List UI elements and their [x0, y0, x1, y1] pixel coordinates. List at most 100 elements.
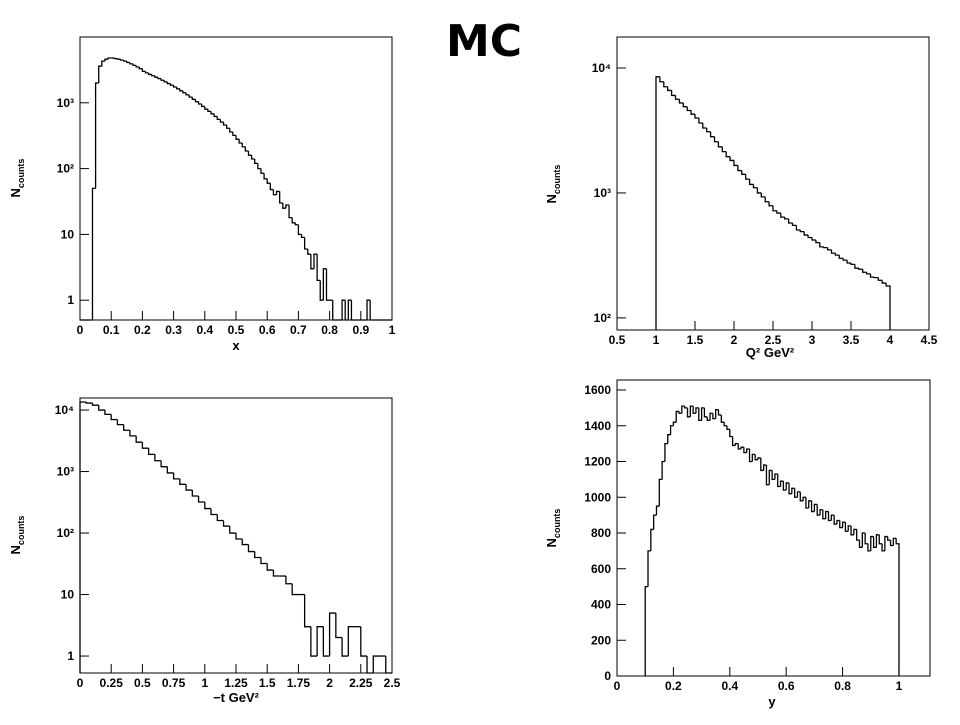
histogram-bin: [780, 213, 785, 218]
y-axis-label-sub: counts: [552, 165, 562, 195]
histogram-bin: [664, 442, 668, 462]
histogram-bin: [862, 269, 867, 273]
histogram-bin: [653, 514, 657, 530]
histogram-bin: [182, 90, 187, 94]
x-tick-label: 0.6: [778, 679, 795, 693]
histogram-bin: [291, 583, 299, 596]
histogram-bin: [385, 656, 392, 674]
histogram-bin: [808, 500, 812, 508]
histogram-bin: [135, 65, 140, 68]
histogram-bin: [229, 128, 233, 133]
histogram-bin: [819, 242, 824, 248]
histogram-bin: [201, 103, 205, 108]
x-tick-label: 1: [389, 323, 396, 337]
histogram-bin: [729, 156, 734, 162]
histogram-bin: [760, 457, 764, 472]
histogram-bin: [147, 448, 155, 456]
histogram-bin: [332, 300, 336, 321]
histogram-bin: [313, 253, 318, 269]
histogram-bin: [132, 63, 137, 67]
histogram-bin: [823, 246, 828, 249]
histogram-bin: [98, 65, 102, 83]
y-tick-label: 800: [591, 526, 611, 540]
histogram-bin: [659, 76, 664, 83]
y-tick-label: 200: [591, 633, 611, 647]
histogram-bin: [799, 230, 805, 233]
y-tick-label: 1200: [584, 455, 611, 469]
y-tick-label: 10³: [594, 186, 611, 200]
histogram-bin: [834, 253, 840, 256]
histogram-bin: [803, 231, 809, 236]
histogram-bin: [839, 520, 843, 529]
histogram-bin: [771, 470, 775, 481]
histogram-bin: [850, 262, 855, 266]
histogram-bin: [238, 139, 243, 144]
histogram-bin: [706, 127, 711, 133]
histogram-bin: [807, 235, 812, 239]
histogram-bin: [285, 204, 290, 209]
x-tick-label: 1.5: [259, 676, 276, 690]
histogram-bin: [110, 414, 118, 421]
y-tick-label: 10: [61, 227, 75, 241]
y-axis-label-main: N: [544, 194, 559, 203]
histogram-bin: [737, 443, 742, 450]
histogram-bin: [887, 536, 891, 541]
y-axis-label: Ncounts: [544, 509, 562, 548]
histogram-bin: [895, 538, 900, 676]
y-axis-label: Ncounts: [8, 516, 26, 555]
histogram-bin: [129, 430, 137, 437]
histogram-bin: [347, 626, 355, 657]
histogram-bin: [235, 533, 243, 540]
y-tick-label: 10²: [57, 162, 74, 176]
x-tick-label: 0.75: [162, 676, 186, 690]
histogram-bin: [254, 551, 261, 559]
histogram-bin: [216, 116, 221, 121]
histogram-bin: [101, 60, 105, 67]
histogram-bin: [721, 146, 727, 153]
histogram-bin: [360, 626, 368, 657]
y-tick-label: 400: [591, 598, 611, 612]
histogram-bin: [892, 537, 897, 546]
histogram-bin: [185, 92, 190, 96]
histogram-bin: [135, 435, 143, 443]
y-axis-label: Ncounts: [8, 159, 26, 198]
y-tick-label: 10³: [57, 465, 74, 479]
histogram-bin: [291, 217, 296, 224]
histogram-bin: [698, 117, 703, 124]
y-tick-label: 1400: [584, 419, 611, 433]
histogram-bin: [247, 151, 252, 156]
histogram-bin: [743, 447, 747, 454]
histogram-bin: [864, 533, 868, 545]
y-tick-label: 10²: [57, 526, 74, 540]
histogram-bin: [690, 110, 695, 115]
histogram-bin: [160, 78, 165, 81]
plot-frame: [616, 36, 930, 331]
histogram-bin: [720, 415, 725, 423]
y-axis-label-main: N: [8, 545, 23, 554]
histogram-bin: [366, 299, 371, 320]
histogram-bin: [678, 99, 684, 104]
histogram-bin: [700, 407, 705, 421]
y-tick-label: 1: [67, 293, 74, 307]
histogram-bin: [765, 465, 770, 486]
x-tick-label: 1.5: [687, 333, 704, 347]
histogram-bin: [756, 187, 762, 194]
histogram-bin: [746, 448, 750, 453]
histogram-bin: [870, 535, 874, 551]
y-tick-label: 10²: [594, 311, 611, 325]
histogram-bin: [822, 509, 826, 520]
histogram-bin: [138, 66, 143, 70]
y-axis-label-main: N: [544, 538, 559, 547]
histogram-bin: [94, 82, 99, 189]
histogram-bin: [316, 254, 321, 282]
histogram-bin: [846, 260, 851, 264]
histogram-bin: [166, 81, 171, 85]
histogram-bin: [875, 534, 880, 548]
histogram-bin: [669, 425, 674, 435]
histogram-bin: [172, 85, 177, 88]
histogram-bin: [210, 111, 215, 115]
histogram-bin: [191, 97, 196, 100]
histogram-bin: [713, 136, 719, 143]
histogram-bin: [194, 99, 199, 103]
